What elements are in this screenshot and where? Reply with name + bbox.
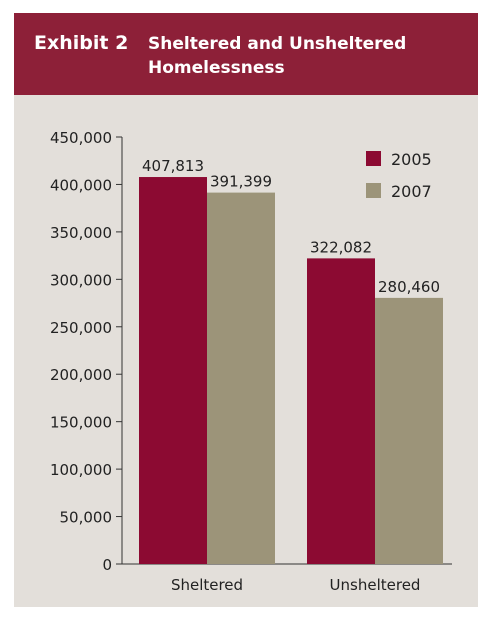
bar-2005-sheltered bbox=[139, 177, 207, 565]
legend-label-2007: 2007 bbox=[391, 182, 432, 201]
bar-2005-unsheltered bbox=[307, 258, 375, 564]
x-category-label: Sheltered bbox=[171, 576, 243, 594]
x-category-label: Unsheltered bbox=[330, 576, 421, 594]
y-tick-label: 100,000 bbox=[50, 461, 112, 479]
chart-title: Sheltered and Unsheltered Homelessness bbox=[148, 34, 407, 78]
y-tick-label: 0 bbox=[102, 556, 112, 574]
y-tick-label: 250,000 bbox=[50, 319, 112, 337]
data-label: 391,399 bbox=[210, 173, 272, 191]
data-label: 407,813 bbox=[142, 157, 204, 175]
data-label: 280,460 bbox=[378, 278, 440, 296]
y-tick-label: 450,000 bbox=[50, 129, 112, 147]
exhibit-header: Exhibit 2 Sheltered and Unsheltered Home… bbox=[14, 13, 478, 95]
y-tick-label: 150,000 bbox=[50, 414, 112, 432]
legend-label-2005: 2005 bbox=[391, 150, 432, 169]
legend-swatch-2005 bbox=[366, 151, 381, 166]
y-tick-label: 200,000 bbox=[50, 366, 112, 384]
y-tick-label: 300,000 bbox=[50, 271, 112, 289]
bar-2007-sheltered bbox=[207, 192, 275, 564]
legend-swatch-2007 bbox=[366, 183, 381, 198]
y-tick-label: 400,000 bbox=[50, 176, 112, 194]
exhibit-number: Exhibit 2 bbox=[34, 32, 129, 54]
data-label: 322,082 bbox=[310, 238, 372, 256]
y-tick-label: 350,000 bbox=[50, 224, 112, 242]
bar-2007-unsheltered bbox=[375, 297, 443, 564]
y-tick-label: 50,000 bbox=[60, 509, 113, 527]
